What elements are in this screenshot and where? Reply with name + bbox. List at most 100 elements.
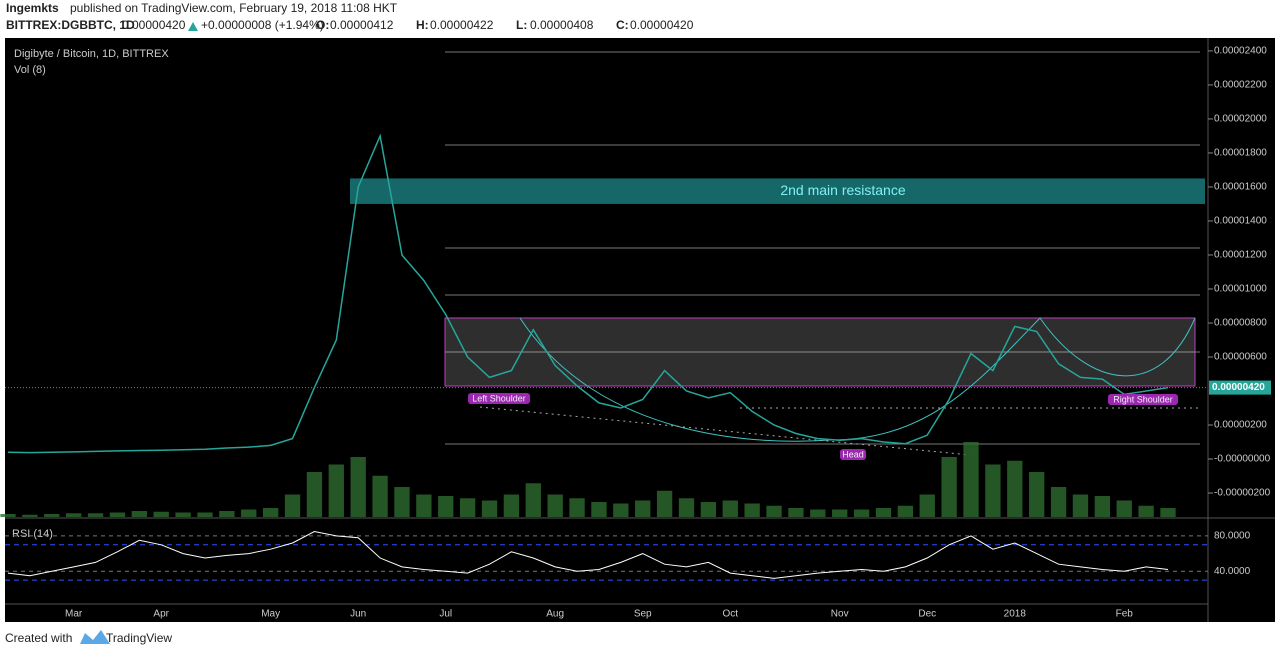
volume-bar [416, 494, 432, 517]
volume-bar [832, 509, 848, 517]
volume-bar [1029, 472, 1045, 517]
y-tick-label: 0.00002000 [1214, 114, 1267, 125]
rsi-label: RSI (14) [12, 528, 53, 540]
volume-bar [1116, 500, 1132, 517]
annotation: Head [842, 449, 864, 459]
footer-brand[interactable]: TradingView [106, 631, 172, 645]
last: 0.00000420 [122, 18, 186, 32]
volume-bar [525, 483, 541, 517]
volume-bar [875, 508, 892, 517]
rsi-tick-label: 40.0000 [1214, 566, 1251, 577]
y-tick-label: 0.00002200 [1214, 80, 1267, 91]
volume-bar [44, 514, 60, 517]
change: +0.00000008 (+1.94%) [201, 18, 324, 32]
y-tick-label: 0.00000600 [1214, 352, 1267, 363]
volume-bar [722, 500, 738, 517]
x-tick-label: Oct [722, 609, 738, 620]
volume-bar [985, 464, 1001, 517]
volume-bar [350, 457, 366, 517]
annotation: Right Shoulder [1113, 394, 1173, 404]
ohlc-value: 0.00000412 [330, 18, 394, 32]
chart-area [5, 38, 1275, 622]
x-tick-label: Dec [918, 609, 936, 620]
pattern-zone [444, 317, 1196, 387]
x-tick-label: May [261, 609, 280, 620]
annotation-tag [840, 449, 866, 460]
ohlc-label: H: [416, 18, 429, 32]
fib-lines [445, 51, 1200, 445]
volume-bar [197, 512, 213, 517]
up-arrow [188, 22, 198, 31]
x-tick-label: Jun [350, 609, 366, 620]
pattern-curve [519, 317, 1196, 442]
ohlc-value: 0.00000420 [630, 18, 694, 32]
volume-bar [788, 508, 804, 517]
volume-bar [635, 500, 651, 517]
volume-bar [153, 511, 169, 517]
volume-bar [744, 503, 760, 517]
ohlc-label: L: [516, 18, 527, 32]
volume-bar [241, 509, 257, 517]
price-line [7, 133, 1169, 454]
volume-bar [1007, 460, 1023, 517]
volume-bar [262, 508, 279, 517]
ohlc-label: O: [316, 18, 329, 32]
author[interactable]: Ingemkts [6, 1, 59, 15]
symbol: BITTREX:DGBBTC, 1D [6, 18, 135, 32]
volume-bar [503, 494, 520, 517]
last-price-box [1209, 380, 1271, 395]
x-tick-label: Feb [1116, 609, 1134, 620]
x-tick-label: Sep [634, 609, 652, 620]
volume-bar [109, 512, 126, 517]
volume-bar [1160, 508, 1176, 517]
volume-bar [459, 498, 476, 517]
volume-bar [941, 457, 957, 517]
volume-label: Vol (8) [14, 64, 46, 76]
volume-bar [284, 494, 301, 517]
volume-bar [219, 511, 235, 517]
volume-bar [481, 500, 498, 517]
volume-bar [591, 502, 607, 517]
volume-bar [853, 509, 870, 517]
volume-bar [678, 498, 695, 517]
annotation-tag [468, 393, 530, 404]
chart-title: Digibyte / Bitcoin, 1D, BITTREX [14, 48, 169, 60]
volume-bar [919, 494, 935, 517]
rsi-tick-label: 80.0000 [1214, 531, 1251, 542]
volume-bar [766, 505, 782, 517]
x-tick-label: Mar [65, 609, 83, 620]
volume-bar [22, 514, 38, 517]
volume-bar [438, 496, 454, 517]
y-tick-label: 0.00002400 [1214, 46, 1267, 57]
rsi-line [7, 530, 1169, 579]
ohlc-label: C: [616, 18, 629, 32]
y-tick-label: -0.00000000 [1214, 454, 1271, 465]
y-tick-label: 0.00001400 [1214, 216, 1267, 227]
y-tick-label: 0.00001000 [1214, 284, 1267, 295]
volume-bar [700, 502, 717, 517]
x-tick-label: Jul [439, 609, 452, 620]
x-tick-label: 2018 [1004, 609, 1027, 620]
volume-bar [306, 472, 323, 517]
volume-bar [963, 442, 979, 517]
y-tick-label: 0.00001800 [1214, 148, 1267, 159]
volume-bar [394, 487, 410, 517]
volume-bar [1050, 487, 1067, 517]
volume-bar [613, 503, 629, 517]
volume-bar [328, 464, 344, 517]
resistance-label: 2nd main resistance [780, 182, 906, 198]
volume-bar [569, 498, 585, 517]
annotation: Left Shoulder [472, 393, 526, 403]
annotation-tag [1108, 394, 1178, 405]
x-tick-label: Nov [831, 609, 849, 620]
ohlc-value: 0.00000408 [530, 18, 594, 32]
volume-bar [810, 509, 826, 517]
published: published on TradingView.com, February 1… [70, 1, 398, 15]
volume-bar [175, 512, 191, 517]
ohlc-value: 0.00000422 [430, 18, 494, 32]
y-tick-label: 0.00001600 [1214, 182, 1267, 193]
y-tick-label: 0.00001200 [1214, 250, 1267, 261]
y-tick-label: 0.00000800 [1214, 318, 1267, 329]
